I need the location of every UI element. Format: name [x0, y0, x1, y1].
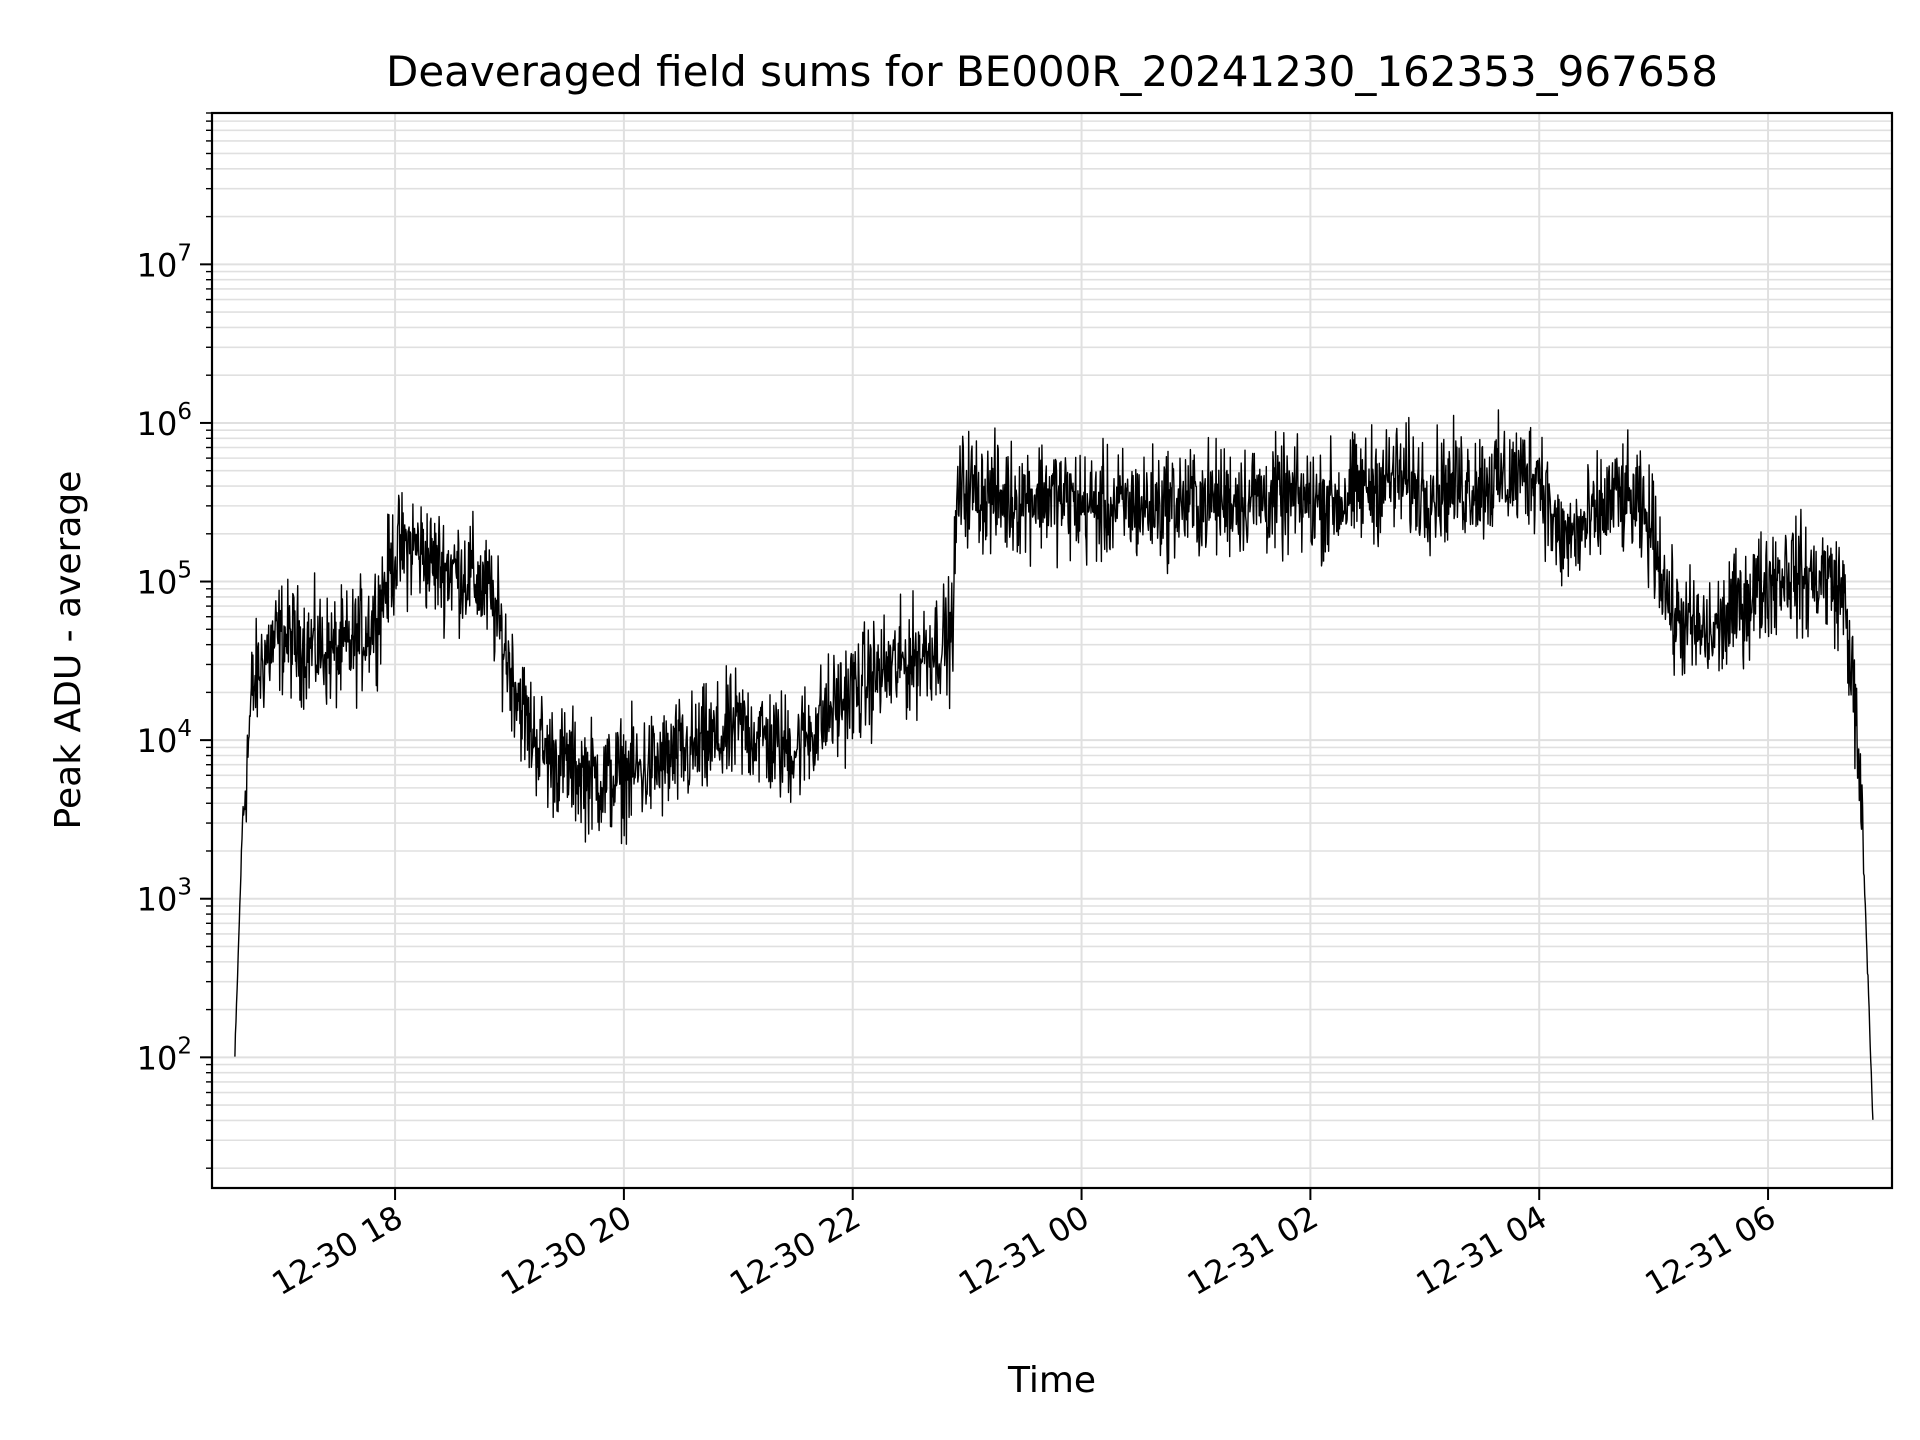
x-tick-label: 12-31 06: [1638, 1198, 1782, 1303]
y-tick-label: 106: [137, 399, 192, 443]
plot-frame: [210, 111, 1894, 1190]
y-tick-label: 104: [137, 716, 192, 760]
series-line: [234, 409, 1874, 1120]
x-tick-label: 12-30 18: [265, 1198, 409, 1303]
y-axis-label: Peak ADU - average: [48, 471, 89, 830]
x-tick-label: 12-31 02: [1181, 1198, 1325, 1303]
y-tick-label: 102: [137, 1033, 192, 1077]
x-tick-label: 12-31 00: [952, 1198, 1096, 1303]
x-tick-label: 12-30 20: [494, 1198, 638, 1303]
chart-title: Deaveraged field sums for BE000R_2024123…: [386, 47, 1718, 96]
y-axis: 102 103 104 105 106 107: [137, 112, 212, 1169]
x-axis-label: Time: [1007, 1360, 1096, 1401]
grid-lines: [212, 112, 1892, 1188]
series-layer: [234, 409, 1874, 1120]
x-tick-label: 12-30 22: [723, 1198, 867, 1303]
x-tick-label: 12-31 04: [1410, 1198, 1554, 1303]
y-tick-label: 103: [137, 875, 192, 919]
x-axis: 12-30 18 12-30 20 12-30 22 12-31 00 12-31 02…: [265, 1188, 1782, 1303]
y-tick-label: 105: [137, 558, 192, 602]
y-tick-label: 107: [137, 240, 192, 284]
